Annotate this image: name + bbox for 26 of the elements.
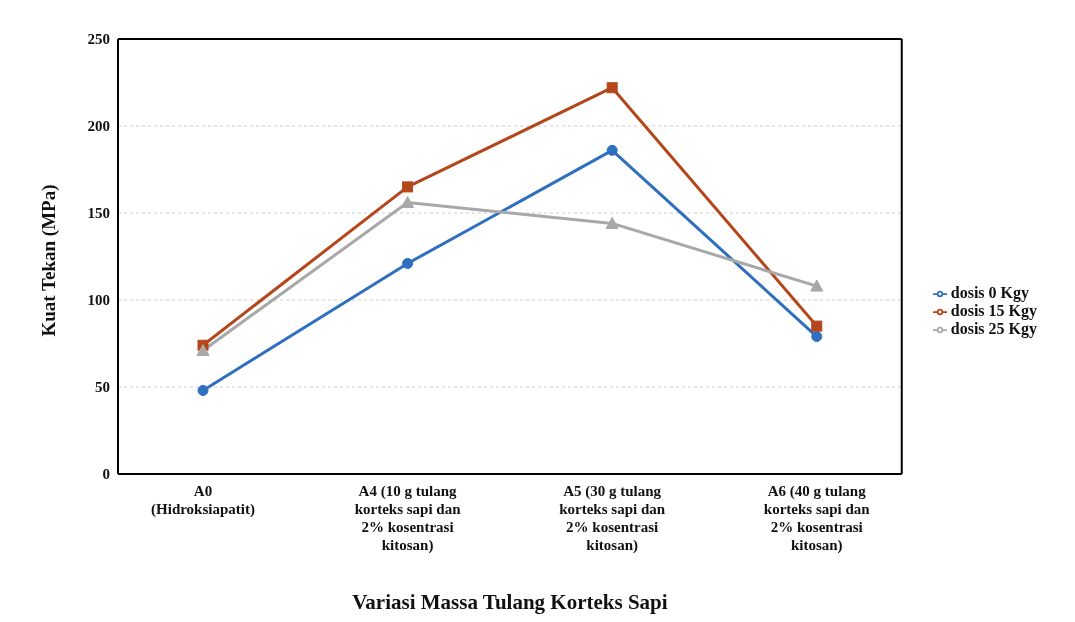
y-tick-label: 250 — [87, 31, 110, 48]
legend-label: dosis 0 Kgy — [950, 284, 1029, 301]
point — [811, 331, 823, 343]
legend-label: dosis 15 Kgy — [950, 302, 1037, 319]
x-tick-label: A5 (30 g tulang korteks sapi dan 2% kosentrasi kitosan) — [559, 483, 666, 554]
point — [606, 144, 618, 156]
point — [606, 82, 618, 94]
x-tick-label: A4 (10 g tulang korteks sapi dan 2% kosentrasi kitosan) — [354, 483, 462, 554]
point — [402, 181, 414, 193]
y-tick-label: 0 — [102, 466, 110, 483]
legend-label: dosis 25 Kgy — [950, 320, 1037, 337]
point — [811, 320, 823, 332]
point — [810, 279, 824, 292]
point — [196, 343, 210, 356]
x-tick-label: A6 (40 g tulang korteks sapi dan 2% kosentrasi kitosan) — [763, 483, 871, 554]
y-tick-label: 150 — [87, 205, 110, 222]
y-tick-label: 50 — [95, 379, 110, 396]
y-tick-label: 100 — [87, 292, 110, 309]
point — [197, 384, 209, 396]
y-tick-label: 200 — [87, 118, 110, 135]
point — [402, 257, 414, 269]
y-axis-title: Kuat Tekan (MPa) — [37, 184, 60, 337]
point — [605, 216, 619, 229]
point — [401, 196, 415, 209]
x-axis-title: Variasi Massa Tulang Korteks Sapi — [352, 590, 668, 614]
x-tick-label: A0 (Hidroksiapatit) — [151, 483, 255, 518]
